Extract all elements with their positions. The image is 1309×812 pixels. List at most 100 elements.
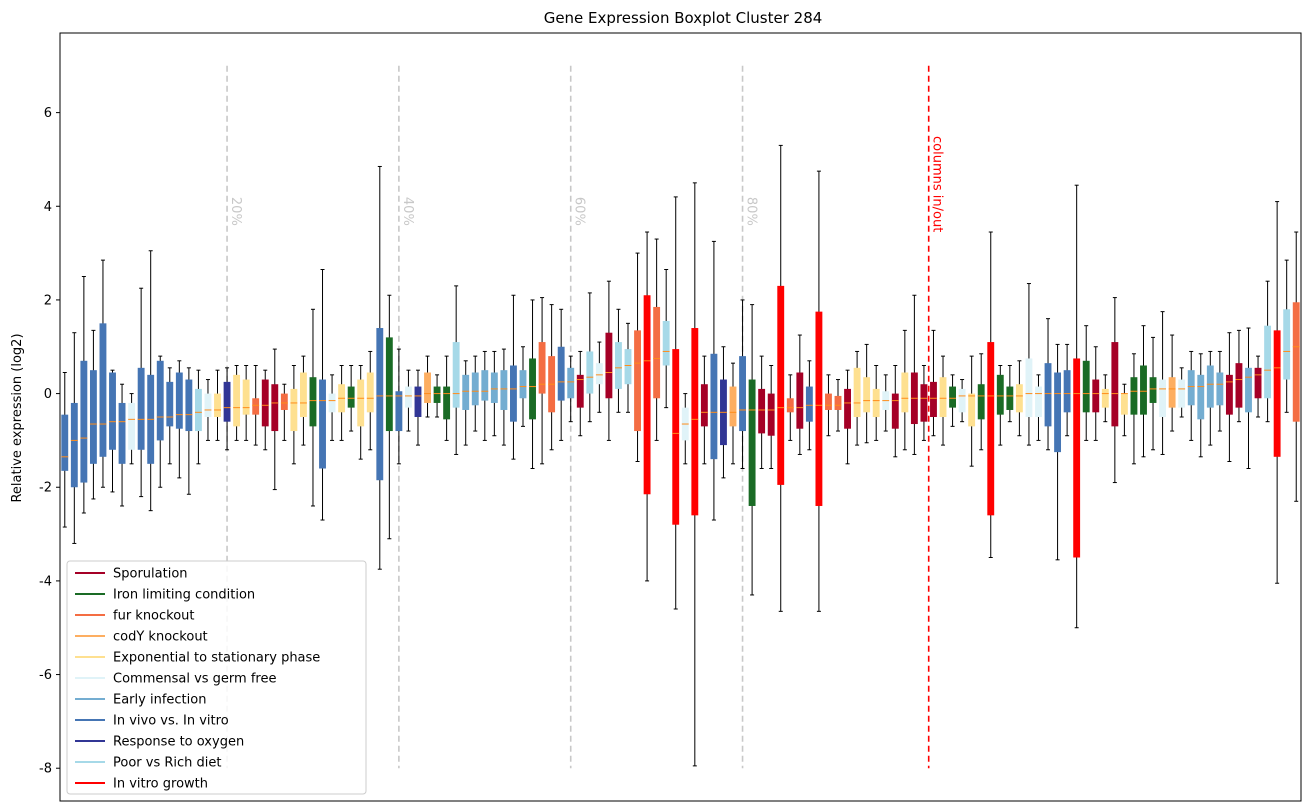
box-body	[576, 374, 584, 408]
box-item	[653, 238, 661, 441]
y-axis-title: Relative expression (log2)	[10, 333, 25, 502]
box-item	[252, 364, 260, 446]
box-body	[777, 285, 785, 485]
box-item	[1063, 343, 1071, 437]
box-body	[1092, 379, 1100, 413]
box-item	[681, 393, 689, 465]
box-item	[319, 268, 326, 521]
box-item	[214, 369, 221, 441]
box-body	[99, 323, 107, 457]
box-item	[643, 231, 651, 582]
box-item	[930, 329, 937, 437]
box-body	[758, 388, 766, 434]
box-body	[1082, 360, 1090, 413]
legend-label: codY knockout	[113, 630, 208, 645]
box-body	[471, 372, 479, 406]
box-item	[185, 367, 193, 495]
box-body	[834, 395, 842, 410]
box-body	[662, 321, 670, 366]
box-body	[643, 295, 651, 495]
box-item	[615, 308, 622, 413]
box-body	[1063, 370, 1071, 413]
box-body	[567, 367, 575, 399]
y-tick-label: -6	[39, 668, 52, 683]
box-item	[1025, 283, 1033, 446]
box-item	[109, 369, 116, 493]
box-item	[529, 299, 536, 470]
box-item	[376, 165, 384, 570]
box-body	[615, 342, 622, 389]
box-item	[977, 353, 985, 451]
box-item	[1187, 350, 1195, 441]
box-body	[710, 353, 718, 460]
box-item	[1292, 231, 1300, 502]
box-item	[548, 304, 556, 451]
box-body	[595, 363, 603, 385]
box-item	[194, 369, 202, 465]
box-item	[261, 369, 269, 451]
box-item	[834, 379, 842, 432]
legend-label: Early infection	[113, 693, 206, 708]
box-item	[366, 350, 374, 451]
box-item	[1235, 329, 1243, 423]
box-item	[471, 355, 479, 432]
box-item	[1054, 343, 1062, 561]
box-body	[1159, 379, 1167, 417]
box-body	[1035, 386, 1042, 417]
box-body	[872, 388, 880, 417]
box-body	[987, 342, 995, 516]
box-item	[1273, 201, 1281, 584]
box-item	[595, 341, 603, 413]
box-body	[1130, 377, 1138, 415]
box-item	[99, 259, 107, 488]
box-item	[1140, 325, 1147, 458]
box-item	[882, 374, 890, 432]
legend-label: Response to oxygen	[113, 735, 244, 750]
box-item	[89, 329, 97, 500]
box-item	[1245, 327, 1252, 470]
box-body	[1015, 384, 1023, 413]
box-body	[968, 393, 976, 427]
box-body	[385, 337, 393, 432]
box-item	[70, 332, 78, 544]
box-item	[968, 355, 976, 467]
box-item	[729, 362, 737, 465]
box-body	[328, 393, 336, 413]
box-item	[1225, 332, 1233, 462]
box-body	[1073, 358, 1081, 558]
percentile-label: 40%	[400, 197, 415, 226]
box-item	[1197, 353, 1205, 458]
box-body	[233, 374, 241, 427]
box-body	[939, 377, 947, 417]
box-body	[691, 328, 699, 516]
box-item	[1015, 360, 1023, 437]
box-body	[796, 372, 804, 429]
box-body	[118, 402, 126, 464]
box-item	[1073, 184, 1081, 629]
box-body	[1054, 372, 1062, 453]
box-body	[920, 384, 928, 422]
box-body	[1245, 367, 1252, 413]
box-item	[1130, 353, 1138, 465]
box-item	[1264, 280, 1272, 423]
box-body	[61, 414, 69, 471]
box-item	[1006, 364, 1014, 423]
box-item	[1101, 374, 1109, 423]
box-item	[796, 334, 804, 455]
y-tick-label: 0	[44, 387, 52, 402]
box-item	[1216, 350, 1224, 432]
box-item	[166, 367, 174, 465]
box-body	[1006, 386, 1014, 410]
box-body	[166, 381, 174, 427]
y-tick-label: 4	[44, 200, 52, 215]
box-body	[185, 379, 193, 432]
box-item	[147, 250, 155, 512]
box-item	[920, 364, 928, 441]
box-body	[214, 393, 221, 417]
box-item	[510, 294, 517, 460]
box-item	[404, 369, 412, 432]
box-item	[452, 285, 460, 455]
box-body	[89, 370, 97, 464]
box-body	[634, 330, 641, 432]
